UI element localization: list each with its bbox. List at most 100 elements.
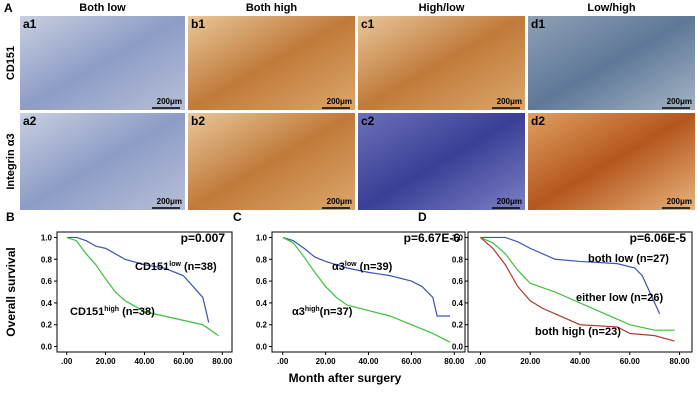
survival-curve (480, 237, 675, 342)
panel-letter: B (6, 210, 15, 224)
survival-curve (282, 236, 450, 317)
x-tick-label: 40.00 (570, 357, 591, 366)
annotation-sup: high (305, 306, 320, 313)
x-tick-label: 20.00 (96, 357, 117, 366)
row-label: CD151 (5, 46, 17, 80)
annotation-text: p=0.007 (181, 231, 226, 245)
survival-curve (66, 236, 210, 323)
annotation: CD151high (n=38) (70, 306, 155, 318)
y-tick-label: 0.4 (41, 299, 53, 308)
micrograph (358, 16, 525, 110)
x-tick-label: 80.00 (670, 357, 691, 366)
plot-frame (271, 231, 466, 353)
scale-label: 200μm (327, 97, 352, 106)
micrograph (20, 113, 185, 210)
y-tick-label: 0.0 (452, 343, 464, 352)
micrograph (528, 113, 695, 210)
y-tick-label: 0.8 (256, 255, 268, 264)
x-tick-label: 40.00 (358, 357, 379, 366)
annotation-rest: (n=39) (357, 261, 393, 273)
annotation: p=6.67E-6 (404, 231, 461, 245)
cell-label: a2 (23, 114, 37, 128)
x-tick-label: 80.00 (212, 357, 233, 366)
panel-letter: D (418, 210, 427, 224)
micrograph (528, 16, 695, 110)
annotation-text: both low (n=27) (588, 253, 669, 265)
annotation: p=6.06E-5 (630, 231, 687, 245)
annotation: CD151low (n=38) (135, 261, 217, 273)
y-tick-label: 0.2 (41, 321, 53, 330)
annotation: α3low (n=39) (332, 261, 393, 273)
y-tick-label: 0.8 (41, 255, 53, 264)
scale-label: 200μm (157, 97, 182, 106)
x-axis-label: Month after surgery (289, 371, 402, 385)
x-tick-label: .00 (277, 357, 289, 366)
y-tick-label: 0.8 (452, 255, 464, 264)
cell-label: d1 (531, 17, 545, 31)
annotation-sup: low (345, 261, 357, 268)
annotation-sup: low (169, 261, 181, 268)
y-tick-label: 0.2 (256, 321, 268, 330)
x-tick-label: .00 (61, 357, 73, 366)
column-header: High/low (419, 2, 465, 14)
scale-label: 200μm (497, 197, 522, 206)
y-axis-label: Overall survival (4, 247, 18, 336)
annotation: both low (n=27) (588, 253, 669, 265)
x-tick-label: 20.00 (520, 357, 541, 366)
x-tick-label: .00 (475, 357, 487, 366)
y-tick-label: 0.0 (41, 343, 53, 352)
x-tick-label: 80.00 (444, 357, 465, 366)
annotation: either low (n=26) (576, 292, 663, 304)
x-tick-label: 60.00 (401, 357, 422, 366)
cell-label: d2 (531, 114, 545, 128)
cell-label: b2 (191, 114, 205, 128)
scale-label: 200μm (667, 97, 692, 106)
row-label: Integrin α3 (5, 133, 17, 189)
micrograph (188, 113, 355, 210)
x-tick-label: 60.00 (173, 357, 194, 366)
column-header: Both low (79, 2, 126, 14)
y-tick-label: 1.0 (41, 233, 53, 242)
y-tick-label: 0.6 (256, 277, 268, 286)
cell-label: b1 (191, 17, 205, 31)
y-tick-label: 0.6 (452, 277, 464, 286)
column-header: Both high (246, 2, 298, 14)
y-tick-label: 0.4 (256, 299, 268, 308)
x-tick-label: 40.00 (134, 357, 155, 366)
annotation: p=0.007 (181, 231, 226, 245)
annotation-text: p=6.67E-6 (404, 231, 461, 245)
annotation-text: α3 (332, 261, 345, 273)
annotation: both high (n=23) (535, 326, 621, 338)
annotation: α3high(n=37) (292, 306, 353, 318)
micrograph (358, 113, 525, 210)
column-header: Low/high (587, 2, 636, 14)
cell-label: c1 (361, 17, 375, 31)
survival-curve (480, 236, 661, 315)
annotation-rest: (n=38) (181, 261, 217, 273)
annotation-text: either low (n=26) (576, 292, 663, 304)
survival-curve (66, 236, 219, 337)
survival-curve (282, 236, 451, 343)
panel-letter: C (233, 210, 242, 224)
y-tick-label: 1.0 (256, 233, 268, 242)
micrograph (20, 16, 185, 110)
y-tick-label: 0.4 (452, 299, 464, 308)
y-tick-label: 0.0 (256, 343, 268, 352)
annotation-rest: (n=37) (320, 306, 353, 318)
annotation-sup: high (104, 306, 119, 313)
y-tick-label: 0.6 (41, 277, 53, 286)
scale-label: 200μm (667, 197, 692, 206)
scale-label: 200μm (497, 97, 522, 106)
annotation-text: both high (n=23) (535, 326, 621, 338)
cell-label: a1 (23, 17, 37, 31)
annotation-text: CD151 (135, 261, 169, 273)
annotation-text: p=6.06E-5 (630, 231, 687, 245)
x-tick-label: 60.00 (620, 357, 641, 366)
survival-curve (480, 236, 675, 331)
micrograph (188, 16, 355, 110)
annotation-text: CD151 (70, 306, 104, 318)
x-tick-label: 20.00 (316, 357, 337, 366)
scale-label: 200μm (327, 197, 352, 206)
y-tick-label: 1.0 (452, 233, 464, 242)
annotation-text: α3 (292, 306, 305, 318)
